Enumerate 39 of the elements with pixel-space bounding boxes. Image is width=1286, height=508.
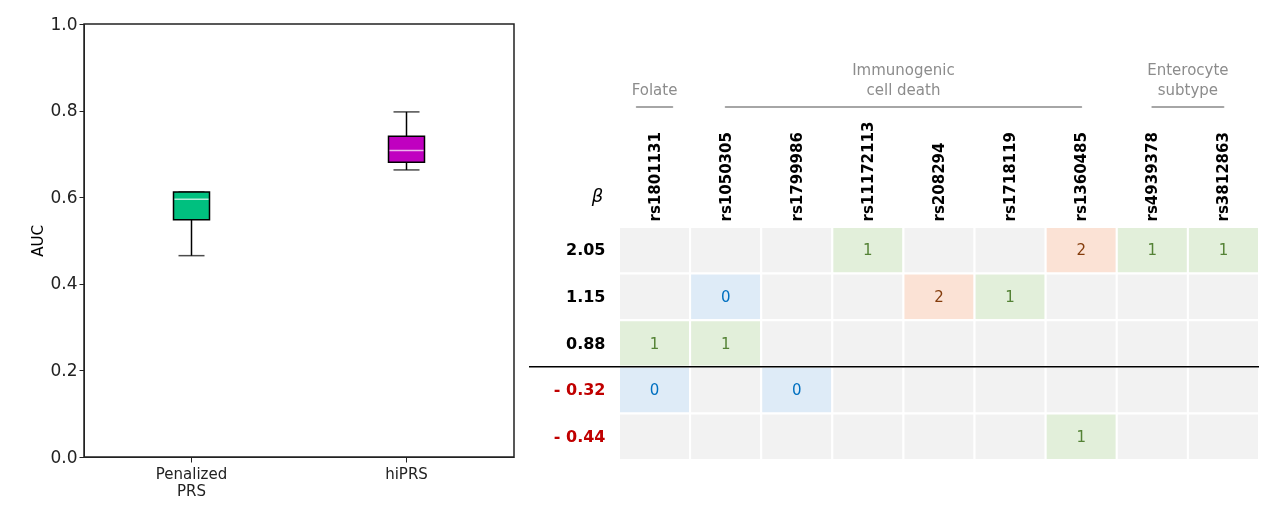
- data-label: 2: [934, 287, 944, 306]
- data-label: 1: [649, 334, 660, 353]
- y-tick-label: 0.6: [50, 186, 78, 207]
- y-tick-label: 0.4: [50, 273, 78, 294]
- data-label: 1: [1076, 427, 1086, 446]
- data-label: 1: [863, 241, 873, 260]
- data-label: 1: [1147, 241, 1158, 260]
- y-tick-label: 0.88: [566, 333, 606, 353]
- x-tick-label: rs1799986: [787, 132, 806, 222]
- data-label: 0: [720, 287, 731, 306]
- y-axis-title: AUC: [29, 225, 48, 257]
- y-tick-label: 1.0: [50, 13, 78, 34]
- y-tick-label: 1.15: [566, 286, 606, 306]
- data-label: 1: [720, 334, 731, 353]
- y-tick-label: - 0.44: [553, 426, 606, 446]
- y-tick-label: 2.05: [566, 240, 606, 260]
- y-tick-label: 0.8: [50, 100, 78, 121]
- data-label: 1: [1218, 241, 1229, 260]
- x-tick-label: rs1718119: [1001, 132, 1020, 222]
- data-label: 1: [1005, 287, 1015, 306]
- y-tick-label: - 0.32: [553, 380, 606, 400]
- x-tick-label: rs1801131: [645, 132, 664, 222]
- y-tick-label: 0.2: [50, 359, 78, 380]
- y-axis-title: β: [590, 184, 604, 206]
- x-tick-label: hiPRS: [385, 464, 428, 483]
- x-tick-label: rs11172113: [858, 121, 877, 222]
- y-tick-label: 0.0: [50, 446, 78, 467]
- data-label: 0: [649, 381, 660, 400]
- text: Enterocyte subtype: [1147, 61, 1229, 99]
- x-tick-label: Penalized PRS: [155, 464, 228, 500]
- x-tick-label: rs1050305: [716, 132, 735, 222]
- data-label: 2: [1076, 241, 1086, 260]
- x-tick-label: rs4939378: [1143, 132, 1162, 222]
- text: Folate: [631, 81, 678, 99]
- x-tick-label: rs3812863: [1214, 132, 1233, 222]
- x-tick-label: rs1360485: [1072, 132, 1091, 222]
- x-tick-label: rs208294: [930, 142, 948, 222]
- data-label: 0: [792, 381, 802, 400]
- text: Immunogenic cell death: [852, 61, 955, 99]
